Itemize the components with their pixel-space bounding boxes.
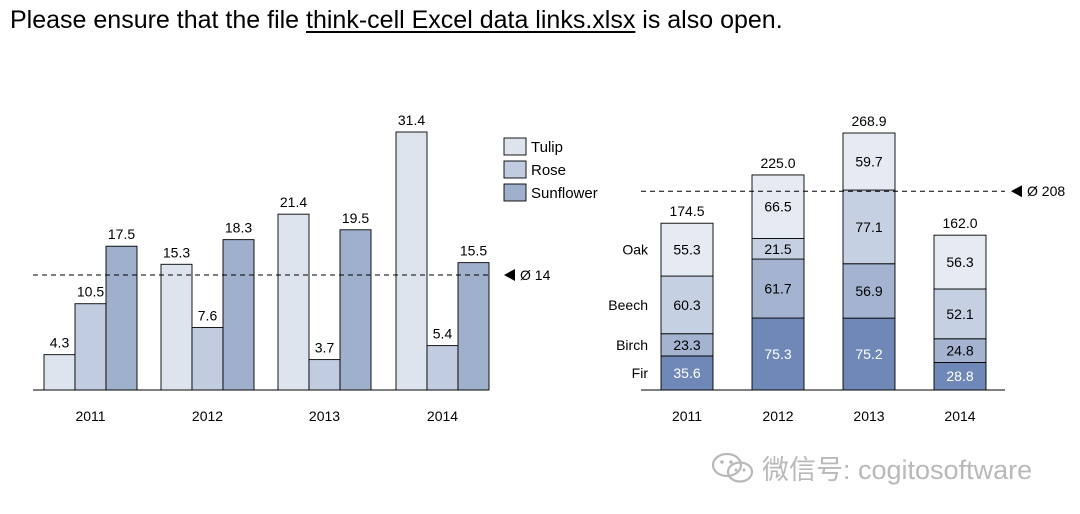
- bar: [308, 359, 341, 391]
- legend-swatch: [503, 160, 527, 179]
- bar: [426, 345, 459, 391]
- stack-segment: [933, 288, 987, 340]
- stack-segment: [842, 317, 896, 391]
- series-label: Fir: [632, 365, 649, 381]
- average-label: Ø 208: [1027, 183, 1065, 199]
- bar-value-label: 17.5: [108, 226, 135, 242]
- stack-segment: [842, 132, 896, 191]
- total-label: 268.9: [851, 113, 886, 129]
- stack-segment: [751, 317, 805, 391]
- file-link[interactable]: think-cell Excel data links.xlsx: [306, 6, 636, 34]
- bar-value-label: 18.3: [225, 220, 252, 236]
- bar: [395, 131, 428, 391]
- bar-value-label: 5.4: [433, 326, 453, 342]
- series-label: Beech: [608, 297, 648, 313]
- bar: [74, 303, 107, 391]
- x-tick-label: 2013: [309, 408, 340, 424]
- bar: [105, 245, 138, 391]
- bar: [191, 327, 224, 391]
- legend-swatch: [503, 137, 527, 156]
- bar-value-label: 3.7: [315, 340, 335, 356]
- stack-segment: [842, 263, 896, 319]
- segment-value-label: 66.5: [764, 199, 791, 215]
- bar: [339, 229, 372, 391]
- segment-value-label: 28.8: [946, 368, 973, 384]
- segment-value-label: 21.5: [764, 241, 791, 257]
- segment-value-label: 56.3: [946, 254, 973, 270]
- watermark-text: 微信号: cogitosoftware: [762, 455, 1033, 485]
- segment-value-label: 59.7: [855, 154, 882, 170]
- total-label: 174.5: [669, 203, 704, 219]
- average-marker: [1011, 185, 1022, 198]
- x-tick-label: 2011: [672, 408, 702, 424]
- bar-value-label: 19.5: [342, 210, 369, 226]
- legend-swatch: [503, 183, 527, 202]
- bar-value-label: 10.5: [77, 284, 104, 300]
- stack-segment: [660, 355, 714, 391]
- series-label: Oak: [622, 242, 649, 258]
- bar-value-label: 31.4: [398, 112, 425, 128]
- x-tick-label: 2011: [75, 408, 105, 424]
- stack-segment: [933, 362, 987, 391]
- segment-value-label: 35.6: [673, 365, 700, 381]
- bar: [277, 213, 310, 391]
- total-label: 225.0: [760, 155, 795, 171]
- bar: [457, 262, 490, 391]
- x-tick-label: 2012: [762, 408, 793, 424]
- segment-value-label: 55.3: [673, 242, 700, 258]
- title-prefix: Please ensure that the file: [10, 6, 307, 34]
- x-tick-label: 2012: [192, 408, 223, 424]
- average-label: Ø 14: [520, 267, 551, 283]
- bar-value-label: 7.6: [198, 308, 218, 324]
- segment-value-label: 23.3: [673, 337, 700, 353]
- legend-label: Tulip: [531, 139, 563, 156]
- wechat-icon: [711, 452, 754, 483]
- segment-value-label: 75.2: [855, 346, 882, 362]
- title-suffix: is also open.: [635, 6, 783, 34]
- bar-value-label: 15.5: [460, 243, 487, 259]
- series-label: Birch: [616, 337, 648, 353]
- bar-value-label: 4.3: [50, 335, 70, 351]
- bar: [160, 263, 193, 391]
- segment-value-label: 61.7: [764, 281, 791, 297]
- segment-value-label: 75.3: [764, 346, 791, 362]
- legend-label: Sunflower: [531, 185, 598, 202]
- stack-segment: [751, 174, 805, 239]
- bar-value-label: 15.3: [163, 244, 190, 260]
- segment-value-label: 24.8: [946, 343, 973, 359]
- total-label: 162.0: [942, 215, 977, 231]
- stack-segment: [660, 222, 714, 277]
- x-tick-label: 2013: [853, 408, 884, 424]
- stack-segment: [842, 189, 896, 265]
- segment-value-label: 52.1: [946, 306, 973, 322]
- bar-value-label: 21.4: [280, 194, 307, 210]
- segment-value-label: 56.9: [855, 283, 882, 299]
- segment-value-label: 77.1: [855, 219, 882, 235]
- bar: [222, 239, 255, 391]
- watermark: 微信号: cogitosoftware: [710, 448, 1032, 487]
- stack-segment: [933, 234, 987, 290]
- x-tick-label: 2014: [427, 408, 458, 424]
- x-tick-label: 2014: [944, 408, 975, 424]
- segment-value-label: 60.3: [673, 297, 700, 313]
- page-title: Please ensure that the file think-cell E…: [10, 6, 783, 35]
- legend-label: Rose: [531, 162, 566, 179]
- stack-segment: [660, 275, 714, 335]
- average-marker: [504, 268, 515, 281]
